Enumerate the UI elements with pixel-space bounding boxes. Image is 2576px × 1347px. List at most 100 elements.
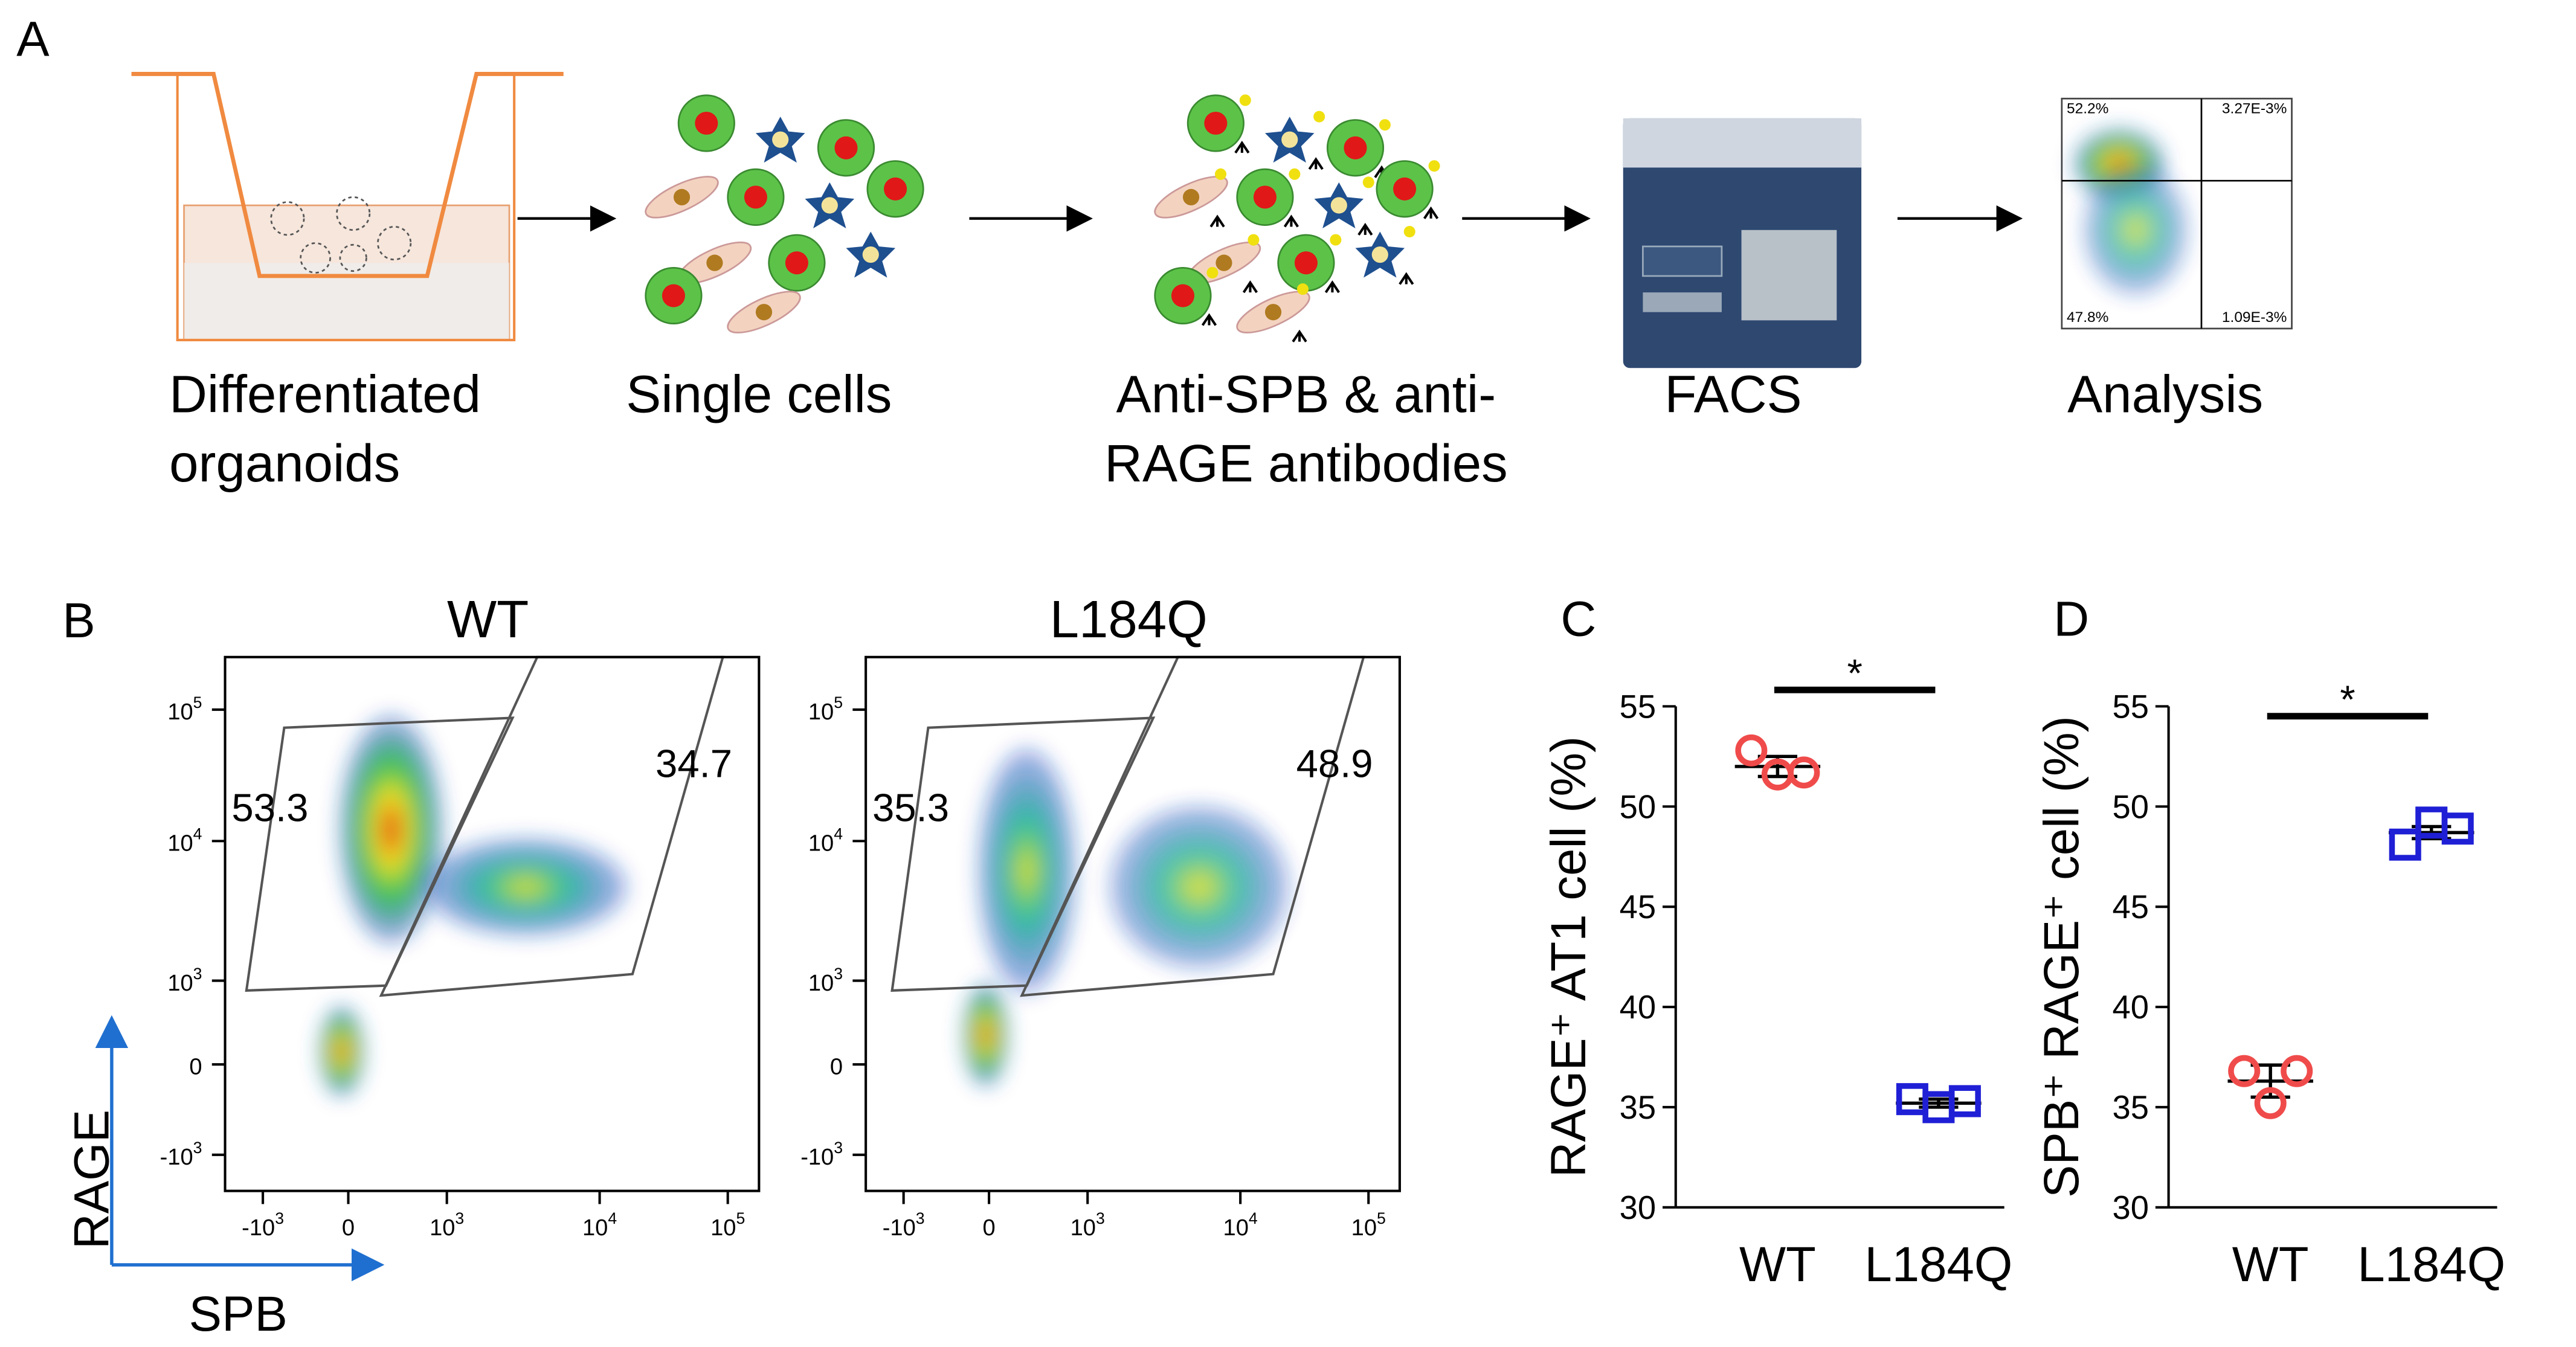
cell-nucleus <box>662 284 685 307</box>
cell-nucleus <box>785 251 808 275</box>
antibody-y <box>1283 214 1299 228</box>
y-tick-label: 35 <box>1620 1089 1656 1126</box>
single-cells <box>645 94 924 333</box>
plot-title: WT <box>447 590 529 649</box>
x-tick-label: L184Q <box>1864 1237 2012 1292</box>
antibody-y <box>1201 313 1217 326</box>
x-tick-label-base: 10 <box>710 1215 736 1241</box>
y-tick-label: 104 <box>808 825 843 857</box>
y-tick-label: 30 <box>1620 1189 1656 1226</box>
y-tick-label: 50 <box>1620 788 1656 825</box>
y-tick-label-base: -10 <box>800 1145 834 1170</box>
y-tick-label: 105 <box>808 693 843 725</box>
gate-value: 34.7 <box>655 741 732 785</box>
cell-nucleus <box>1253 185 1277 209</box>
x-tick-label-base: 10 <box>1351 1215 1377 1241</box>
y-tick-label: 55 <box>1620 688 1656 725</box>
cell-nucleus <box>862 246 879 263</box>
y-tick-label: 103 <box>808 965 843 996</box>
step-label: Differentiated <box>169 365 481 424</box>
analysis-plot <box>2061 97 2293 330</box>
significance: * <box>1847 651 1862 695</box>
x-tick-label-base: 10 <box>582 1215 608 1241</box>
antibody-y <box>1209 214 1225 228</box>
x-tick-label: WT <box>2232 1237 2309 1292</box>
x-tick-label-base: -10 <box>242 1215 275 1241</box>
gate-value: 48.9 <box>1296 741 1373 785</box>
y-tick-label-sup: 3 <box>834 1139 843 1157</box>
step-label: Single cells <box>626 365 892 424</box>
x-tick-label-sup: 5 <box>736 1209 745 1227</box>
quadrant-label: 3.27E-3% <box>2222 101 2287 117</box>
antibody-y <box>1308 157 1324 170</box>
quadrant-label: 52.2% <box>2067 101 2108 117</box>
cell-nucleus <box>695 111 718 135</box>
step-label: Anti-SPB & anti- <box>1116 365 1496 424</box>
cell-nucleus <box>755 304 773 321</box>
antibody <box>1206 266 1219 278</box>
gate-value: 35.3 <box>872 786 949 830</box>
x-tick-label-base: 10 <box>1071 1215 1096 1241</box>
panel-label: A <box>16 12 50 67</box>
y-tick-label-base: -10 <box>160 1145 193 1170</box>
x-tick-label: 104 <box>582 1209 617 1241</box>
antibody <box>1362 176 1374 188</box>
antibody <box>1379 119 1391 131</box>
y-axis-label: RAGE⁺ AT1 cell (%) <box>1541 736 1596 1178</box>
antibody <box>1239 94 1251 106</box>
antibody <box>1248 234 1260 246</box>
cell-nucleus <box>1294 251 1318 275</box>
facs-machine <box>1623 118 1862 368</box>
antibody <box>1403 225 1415 238</box>
cell-nucleus <box>706 254 723 271</box>
cell-nucleus <box>1171 284 1194 307</box>
x-tick-label-sup: 3 <box>275 1209 284 1227</box>
x-tick-label-base: 0 <box>342 1215 355 1241</box>
antibody-y <box>1357 222 1373 236</box>
y-tick-label-base: 0 <box>189 1055 202 1080</box>
x-tick-label-sup: 3 <box>916 1209 925 1227</box>
x-tick-label: L184Q <box>2357 1237 2505 1292</box>
y-tick-label: 104 <box>167 825 202 857</box>
y-tick-label-base: 10 <box>167 831 193 857</box>
y-tick-label: 0 <box>189 1055 202 1080</box>
y-tick-label-sup: 5 <box>193 693 202 712</box>
antibody <box>1289 168 1301 180</box>
x-tick-label-base: -10 <box>883 1215 916 1241</box>
y-tick-label: 55 <box>2112 688 2148 725</box>
x-tick-label-sup: 4 <box>608 1209 617 1227</box>
density-l184q <box>962 747 1290 1088</box>
antibody-y <box>1242 280 1258 294</box>
gate-value: 53.3 <box>231 786 308 830</box>
y-tick-label: 50 <box>2112 788 2148 825</box>
x-tick-label-sup: 5 <box>1377 1209 1386 1227</box>
y-tick-label: 30 <box>2112 1189 2148 1226</box>
y-tick-label-sup: 3 <box>193 1139 202 1157</box>
x-tick-label-sup: 4 <box>1249 1209 1258 1227</box>
quadrant-label: 1.09E-3% <box>2222 309 2287 326</box>
y-tick-label: 105 <box>167 693 202 725</box>
cell-nucleus <box>1264 304 1282 321</box>
y-tick-label-base: 10 <box>808 699 834 725</box>
plot-frame <box>865 655 1401 1192</box>
x-tick-label-sup: 3 <box>455 1209 464 1227</box>
x-tick-label-base: 10 <box>1223 1215 1249 1241</box>
antibody-y <box>1234 140 1250 154</box>
cell-nucleus <box>1371 246 1388 263</box>
step-label: RAGE antibodies <box>1104 434 1508 493</box>
y-tick-label-sup: 4 <box>834 825 843 843</box>
y-tick-label: 45 <box>2112 889 2148 925</box>
plot-frame <box>224 655 761 1192</box>
transwell <box>131 72 564 342</box>
y-tick-label-base: 10 <box>167 971 193 996</box>
y-tick-label-base: 10 <box>167 699 193 725</box>
panel-label: C <box>1560 591 1596 646</box>
axis-arrows <box>95 1015 385 1282</box>
x-tick-label: -103 <box>242 1209 284 1241</box>
data-point <box>1788 756 1820 789</box>
antibody <box>1330 234 1342 246</box>
cell-nucleus <box>1393 177 1417 201</box>
cell-nucleus <box>1182 188 1200 205</box>
